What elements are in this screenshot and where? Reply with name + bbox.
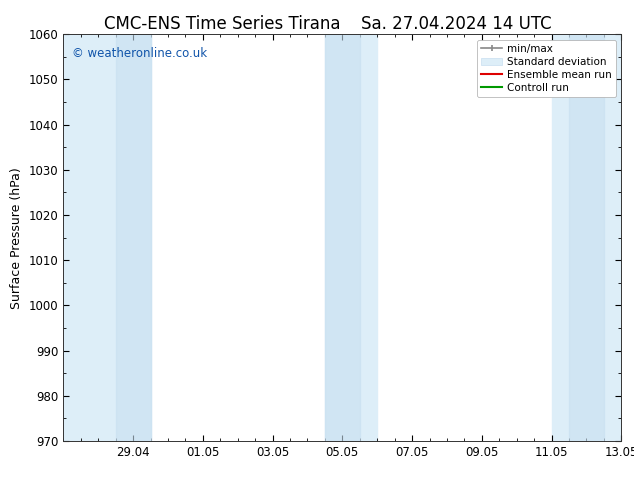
Bar [325,34,377,441]
Text: CMC-ENS Time Series Tirana: CMC-ENS Time Series Tirana [103,15,340,33]
Legend: min/max, Standard deviation, Ensemble mean run, Controll run: min/max, Standard deviation, Ensemble me… [477,40,616,97]
Bar [63,34,150,441]
Bar [569,34,604,441]
Text: Sa. 27.04.2024 14 UTC: Sa. 27.04.2024 14 UTC [361,15,552,33]
Y-axis label: Surface Pressure (hPa): Surface Pressure (hPa) [10,167,23,309]
Bar [115,34,150,441]
Bar [552,34,621,441]
Bar [325,34,359,441]
Text: © weatheronline.co.uk: © weatheronline.co.uk [72,47,207,59]
